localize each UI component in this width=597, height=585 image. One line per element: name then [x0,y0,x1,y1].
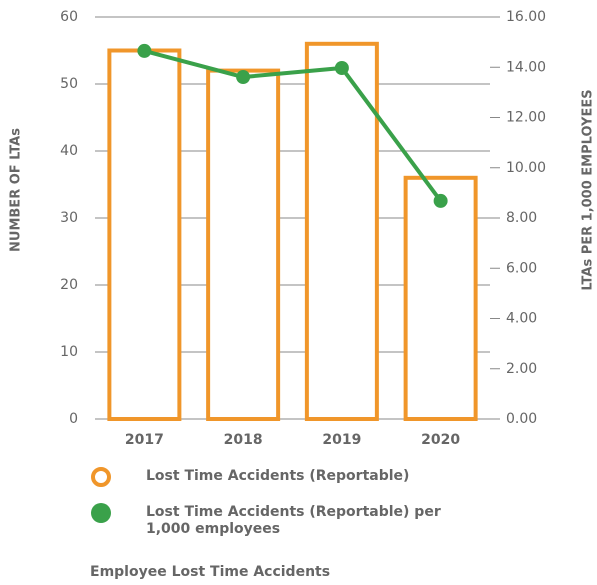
point [433,193,448,208]
legend-label: Lost Time Accidents (Reportable) [146,468,410,484]
x-tick-label: 2018 [224,432,263,448]
point [137,43,152,58]
legend-label: Lost Time Accidents (Reportable) per 1,0… [146,504,441,537]
y-tick-label: 20 [60,277,78,293]
y-tick-label: 40 [60,143,78,159]
bar [403,175,478,421]
y-tick-label: 50 [60,76,78,92]
y2-tick-label: 14.00 [506,59,546,75]
line [143,48,443,203]
y2-tick-label: 16.00 [506,9,546,25]
y2-tick-label: 8.00 [506,210,537,226]
caption: Employee Lost Time Accidents [90,564,330,580]
x-tick-label: 2017 [125,432,164,448]
bar [304,41,379,422]
legend-swatch [91,503,111,523]
legend-swatch [91,467,111,487]
bar [107,48,182,421]
y2-axis-label: LTAs PER 1,000 EMPLOYEES [581,89,596,290]
point [334,61,349,76]
bar [206,68,281,421]
y-tick-label: 10 [60,344,78,360]
y2-tick-label: 2.00 [506,361,537,377]
y-axis-label: NUMBER OF LTAs [9,128,24,252]
y2-tick-label: 10.00 [506,160,546,176]
x-tick-label: 2019 [322,432,361,448]
y-tick-label: 30 [60,210,78,226]
y2-tick-label: 12.00 [506,110,546,126]
y-tick-label: 60 [60,9,78,25]
y2-tick-label: 6.00 [506,260,537,276]
x-tick-label: 2020 [421,432,460,448]
y2-tick-label: 0.00 [506,411,537,427]
y-tick-label: 0 [69,411,78,427]
point [236,70,251,85]
y2-tick-label: 4.00 [506,311,537,327]
